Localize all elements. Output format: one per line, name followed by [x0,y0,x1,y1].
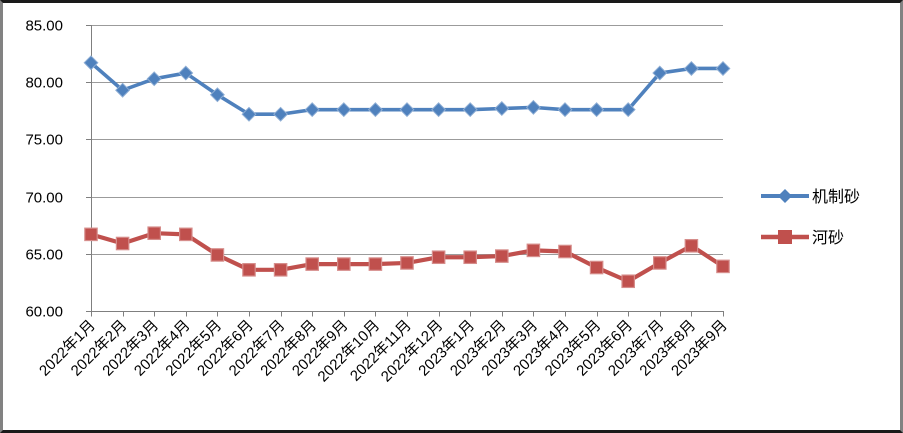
data-point-marker-machine-made-sand [178,65,194,81]
data-point-marker-river-sand [242,263,256,277]
y-axis-tick-label: 70.00 [25,190,63,207]
data-point-marker-river-sand [431,250,446,265]
legend: 机制砂 河砂 [761,188,860,247]
data-point-marker-machine-made-sand [83,55,99,71]
data-point-marker-machine-made-sand [241,106,257,122]
data-point-marker-river-sand [684,238,699,253]
data-point-marker-machine-made-sand [620,102,636,118]
data-point-marker-machine-made-sand [525,99,541,115]
data-point-marker-river-sand [526,243,541,258]
axes [86,25,724,317]
data-point-marker-river-sand [652,256,667,270]
y-axis-tick-label: 65.00 [25,247,63,264]
data-point-marker-river-sand [179,227,193,242]
data-point-marker-river-sand [305,257,319,271]
data-point-marker-river-sand [558,244,572,259]
data-point-marker-machine-made-sand [589,102,605,118]
data-point-marker-machine-made-sand [557,102,573,118]
y-axis-tick-label: 60.00 [25,304,63,321]
data-point-marker-machine-made-sand [462,102,478,118]
data-point-marker-machine-made-sand [683,60,699,76]
data-point-marker-machine-made-sand [209,87,225,103]
legend-item-machine-made-sand: 机制砂 [761,188,860,206]
data-point-marker-machine-made-sand [367,102,383,118]
data-point-marker-machine-made-sand [715,60,731,76]
y-axis-tick-label: 75.00 [25,132,63,149]
series-machine-made-sand [83,55,731,122]
series-layer [83,55,731,289]
data-point-marker-river-sand [115,236,130,251]
data-point-marker-river-sand [400,256,414,270]
data-point-marker-machine-made-sand [399,102,415,118]
legend-label-river-sand: 河砂 [812,229,844,247]
data-point-marker-river-sand [273,263,288,277]
data-point-marker-machine-made-sand [146,71,162,87]
data-point-marker-river-sand [495,249,509,263]
data-point-marker-river-sand [147,226,161,241]
data-point-marker-river-sand [621,274,635,289]
data-point-marker-machine-made-sand [336,102,352,118]
series-river-sand [84,226,730,289]
data-point-marker-machine-made-sand [652,65,668,81]
data-point-marker-machine-made-sand [273,106,289,122]
data-point-marker-machine-made-sand [304,102,320,118]
data-point-marker-machine-made-sand [494,101,510,117]
legend-diamond-marker-icon [778,189,792,203]
data-point-marker-river-sand [589,260,604,275]
data-point-marker-machine-made-sand [115,82,131,98]
data-point-marker-river-sand [716,259,730,274]
legend-item-river-sand: 河砂 [761,229,844,247]
chart-canvas: 60.0065.0070.0075.0080.0085.002022年1月202… [25,18,860,386]
gridlines [91,25,723,255]
data-point-marker-river-sand [210,248,225,262]
data-point-marker-machine-made-sand [431,102,447,118]
legend-label-machine-made-sand: 机制砂 [812,188,860,206]
axis-labels: 60.0065.0070.0075.0080.0085.002022年1月202… [25,18,730,386]
data-point-marker-river-sand [84,227,98,242]
y-axis-tick-label: 80.00 [25,75,63,92]
y-axis-tick-label: 85.00 [25,18,63,35]
data-point-marker-river-sand [368,257,383,271]
data-point-marker-river-sand [463,250,477,265]
data-point-marker-river-sand [337,257,351,271]
legend-square-marker-icon [778,230,792,244]
